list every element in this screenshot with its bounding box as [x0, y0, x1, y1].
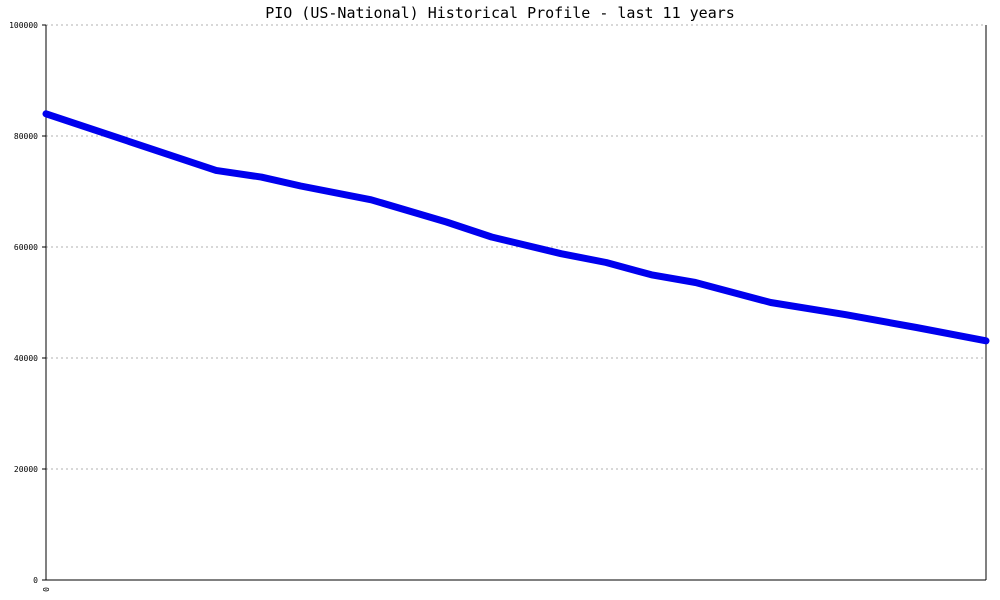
x-tick-label: 0 — [42, 587, 51, 592]
y-tick-label: 80000 — [14, 132, 38, 141]
y-tick-label: 0 — [33, 576, 38, 585]
chart-title: PIO (US-National) Historical Profile - l… — [265, 4, 735, 22]
y-tick-label: 40000 — [14, 354, 38, 363]
tick-labels: 0 20000 40000 60000 80000 100000 0 — [9, 21, 51, 592]
y-tick-label: 100000 — [9, 21, 38, 30]
y-tick-label: 20000 — [14, 465, 38, 474]
axes — [42, 24, 987, 581]
series-lines — [42, 110, 990, 345]
y-tick-label: 60000 — [14, 243, 38, 252]
grid-lines — [46, 24, 986, 470]
series-line — [42, 110, 990, 345]
